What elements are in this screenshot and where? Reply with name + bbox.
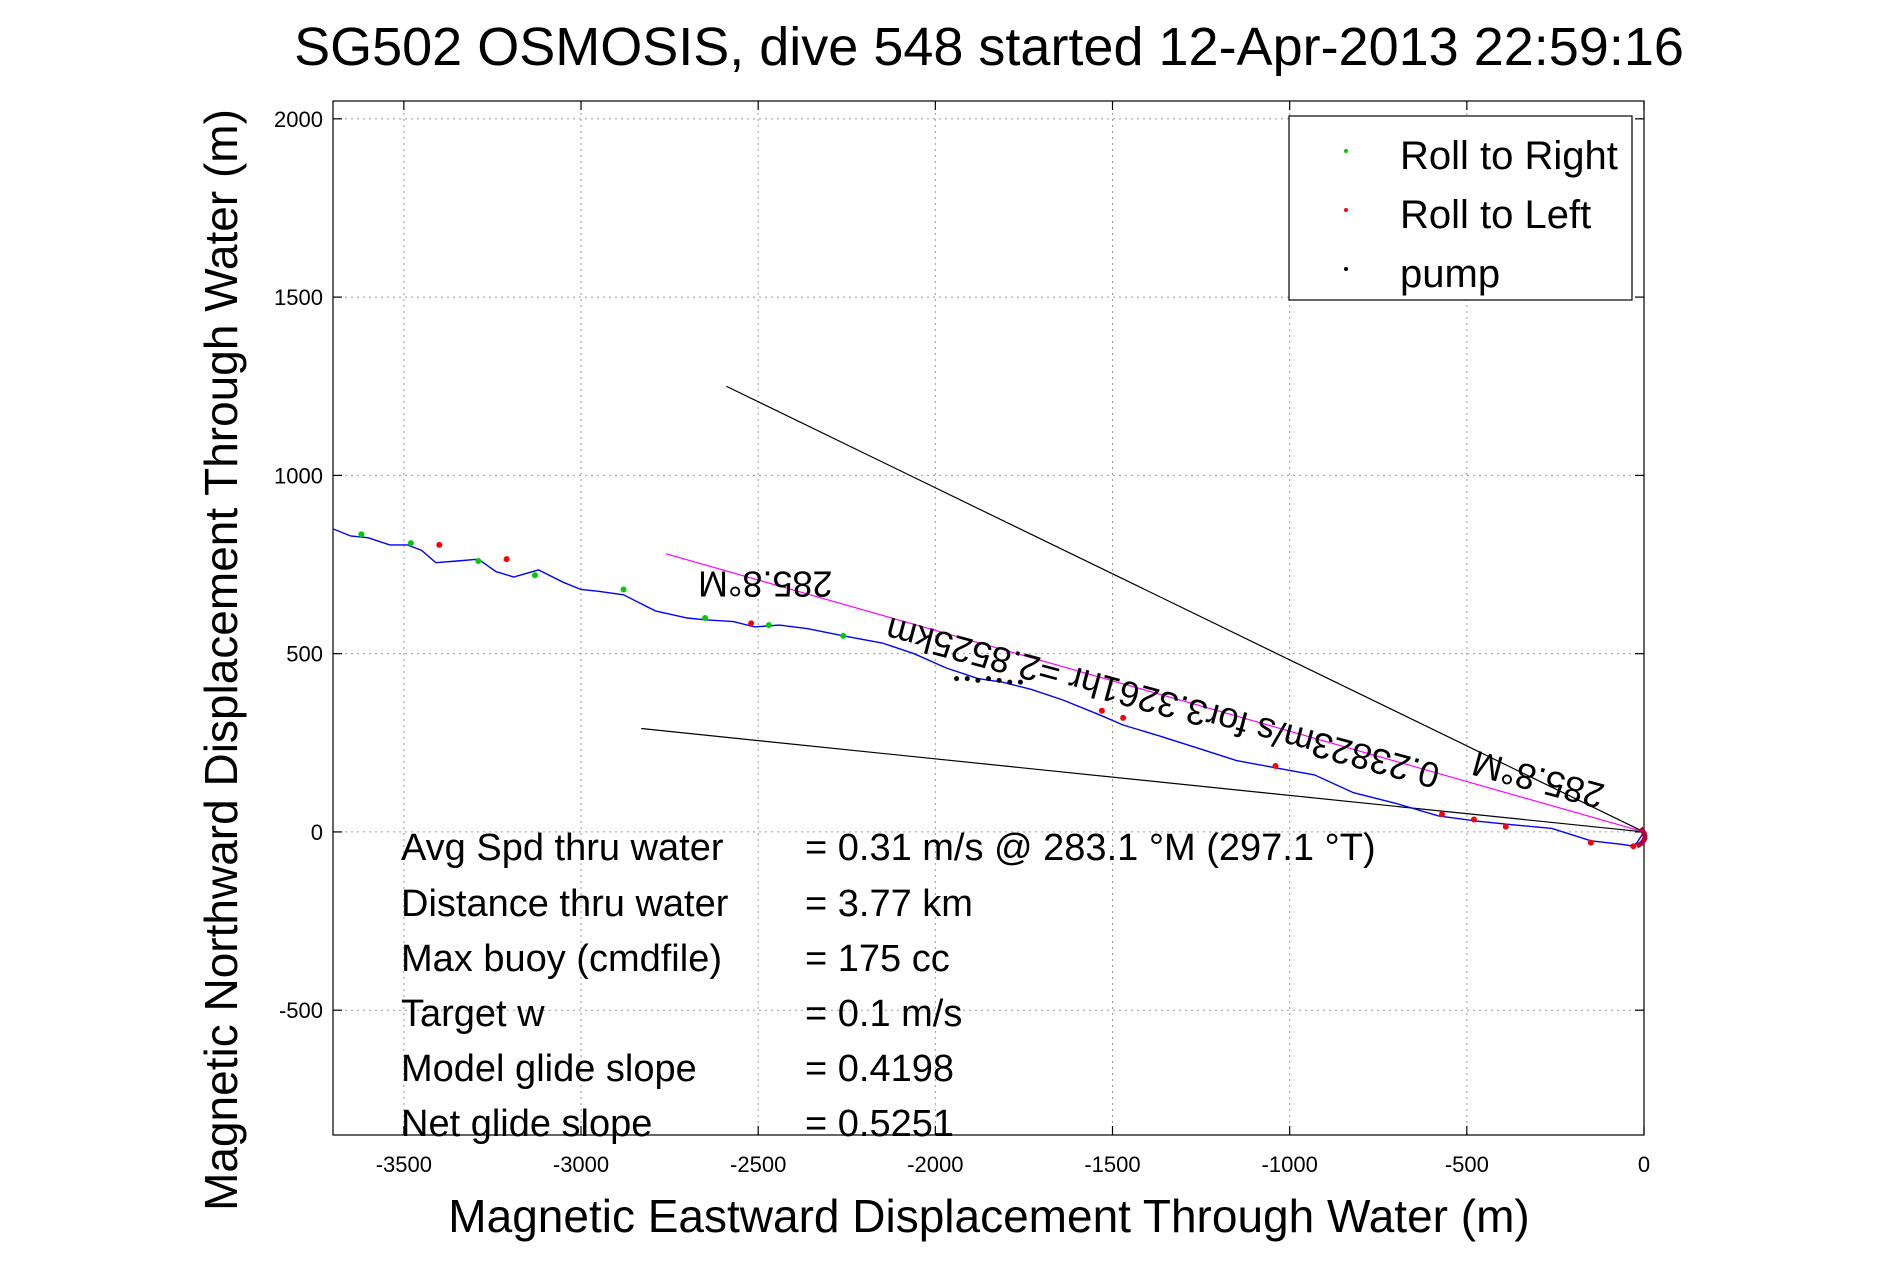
pump-marker — [964, 676, 970, 682]
y-tick-label: -500 — [279, 998, 323, 1023]
bracket-line-upper — [726, 385, 1645, 833]
plot-area-frame — [332, 100, 1645, 1136]
axis-ticks — [333, 101, 1645, 1135]
stat-value-net-glide: = 0.5251 — [805, 1103, 954, 1145]
x-tick-label: -2500 — [730, 1152, 786, 1177]
roll-left-marker — [748, 620, 755, 627]
roll-left-marker — [1630, 843, 1637, 850]
surface-end-marker — [1635, 826, 1648, 849]
stat-value-max-buoy: = 175 cc — [805, 938, 950, 980]
legend-marker-roll-right — [1344, 149, 1348, 153]
x-tick-label: -1500 — [1084, 1152, 1140, 1177]
x-axis-label: Magnetic Eastward Displacement Through W… — [448, 1190, 1529, 1242]
stat-value-target-w: = 0.1 m/s — [805, 993, 962, 1035]
bracket-line-lower — [641, 727, 1645, 833]
stats-block: Avg Spd thru water = 0.31 m/s @ 283.1 °M… — [401, 827, 1376, 1145]
pump-marker — [1007, 679, 1013, 685]
marker-group — [358, 531, 1648, 850]
rotated-annotation-0: 285.8°M — [698, 564, 832, 605]
pump-marker — [975, 677, 981, 683]
stat-label-net-glide: Net glide slope — [401, 1103, 652, 1145]
roll-left-marker — [1098, 707, 1105, 714]
roll-left-marker — [1470, 816, 1477, 823]
pump-marker — [954, 676, 960, 682]
y-tick-label: 2000 — [274, 107, 323, 132]
roll-right-marker — [765, 622, 772, 629]
legend-label-roll-left: Roll to Left — [1400, 193, 1591, 237]
pump-marker — [996, 677, 1002, 683]
roll-left-marker — [1439, 811, 1446, 818]
x-tick-labels: -3500 -3000 -2500 -2000 -1500 -1000 -500 0 — [376, 1152, 1650, 1177]
x-tick-label: -2000 — [907, 1152, 963, 1177]
heading-line-group — [665, 553, 1645, 833]
pump-marker — [1017, 679, 1023, 685]
chart-title: SG502 OSMOSIS, dive 548 started 12-Apr-2… — [294, 17, 1684, 77]
x-tick-label: -500 — [1445, 1152, 1489, 1177]
legend-label-pump: pump — [1400, 252, 1500, 296]
legend-marker-roll-left — [1344, 208, 1348, 212]
roll-right-marker — [702, 615, 709, 621]
stat-label-distance: Distance thru water — [401, 883, 729, 925]
roll-left-marker — [503, 556, 510, 563]
stat-label-max-buoy: Max buoy (cmdfile) — [401, 938, 722, 980]
roll-left-marker — [436, 541, 443, 548]
roll-right-marker — [620, 586, 627, 593]
roll-left-marker — [1502, 823, 1509, 830]
y-tick-labels: -500 0 500 1000 1500 2000 — [274, 107, 323, 1023]
roll-right-marker — [358, 531, 365, 538]
x-tick-label: 0 — [1638, 1152, 1650, 1177]
roll-right-marker — [840, 632, 847, 639]
x-tick-label: -3000 — [553, 1152, 609, 1177]
legend-label-roll-right: Roll to Right — [1400, 134, 1618, 178]
legend-marker-pump — [1344, 267, 1348, 271]
x-tick-label: -3500 — [376, 1152, 432, 1177]
x-tick-label: -1000 — [1262, 1152, 1318, 1177]
stat-value-distance: = 3.77 km — [805, 883, 973, 925]
stat-label-avg-speed: Avg Spd thru water — [401, 827, 724, 869]
roll-left-marker — [1120, 714, 1127, 721]
bracket-lines — [641, 385, 1645, 833]
pump-marker — [986, 676, 991, 682]
y-axis-label: Magnetic Northward Displacement Through … — [195, 109, 247, 1211]
heading-line — [665, 553, 1645, 833]
stat-value-avg-speed: = 0.31 m/s @ 283.1 °M (297.1 °T) — [805, 827, 1376, 869]
y-tick-label: 500 — [286, 642, 323, 667]
roll-left-marker — [1272, 762, 1279, 769]
roll-right-marker — [531, 572, 538, 579]
stat-label-model-glide: Model glide slope — [401, 1048, 697, 1090]
legend: Roll to Right Roll to Left pump — [1288, 115, 1633, 301]
roll-right-marker — [407, 540, 414, 547]
roll-left-marker — [1587, 839, 1594, 846]
stat-value-model-glide: = 0.4198 — [805, 1048, 954, 1090]
roll-right-marker — [475, 557, 482, 564]
y-tick-label: 1000 — [274, 463, 323, 488]
y-tick-label: 0 — [311, 820, 323, 845]
y-tick-label: 1500 — [274, 285, 323, 310]
stat-label-target-w: Target w — [401, 993, 545, 1035]
